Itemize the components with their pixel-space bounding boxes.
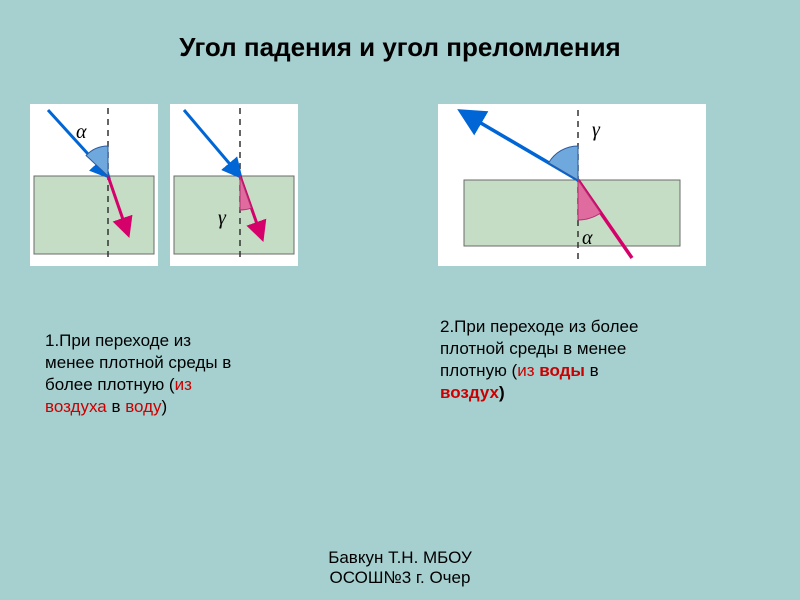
footer-line1: Бавкун Т.Н. МБОУ xyxy=(328,548,472,567)
caption-right-line4a: воздух xyxy=(440,383,499,402)
caption-right-line3d: в xyxy=(585,361,599,380)
caption-right-line3b: из xyxy=(517,361,539,380)
svg-text:α: α xyxy=(76,121,87,143)
diagram-left: αγ xyxy=(30,104,298,266)
footer: Бавкун Т.Н. МБОУ ОСОШ№3 г. Очер xyxy=(0,548,800,588)
diagram-right: γα xyxy=(438,104,706,266)
caption-right-line3a: плотную ( xyxy=(440,361,517,380)
svg-text:γ: γ xyxy=(218,207,227,229)
svg-text:γ: γ xyxy=(592,119,601,141)
diagram-right-svg: γα xyxy=(438,104,706,266)
caption-left-line3a: более плотную ( xyxy=(45,375,175,394)
svg-text:α: α xyxy=(582,227,593,249)
caption-left-line4a: воздуха xyxy=(45,397,107,416)
caption-left-line4b: в xyxy=(107,397,125,416)
diagram-left-svg: αγ xyxy=(30,104,298,266)
caption-left: 1.При переходе из менее плотной среды в … xyxy=(45,330,315,418)
page-title: Угол падения и угол преломления xyxy=(0,32,800,63)
caption-right: 2.При переходе из более плотной среды в … xyxy=(440,316,740,404)
caption-right-line3c: воды xyxy=(539,361,585,380)
caption-right-line2: плотной среды в менее xyxy=(440,339,626,358)
caption-left-line4c: воду xyxy=(125,397,161,416)
caption-right-line1: 2.При переходе из более xyxy=(440,317,638,336)
footer-line2: ОСОШ№3 г. Очер xyxy=(330,568,471,587)
caption-right-line4b: ) xyxy=(499,383,505,402)
slide: Угол падения и угол преломления αγ γα 1.… xyxy=(0,0,800,600)
caption-left-line1: 1.При переходе из xyxy=(45,331,191,350)
caption-left-line4d: ) xyxy=(162,397,168,416)
caption-left-line2: менее плотной среды в xyxy=(45,353,231,372)
caption-left-line3b: из xyxy=(175,375,192,394)
